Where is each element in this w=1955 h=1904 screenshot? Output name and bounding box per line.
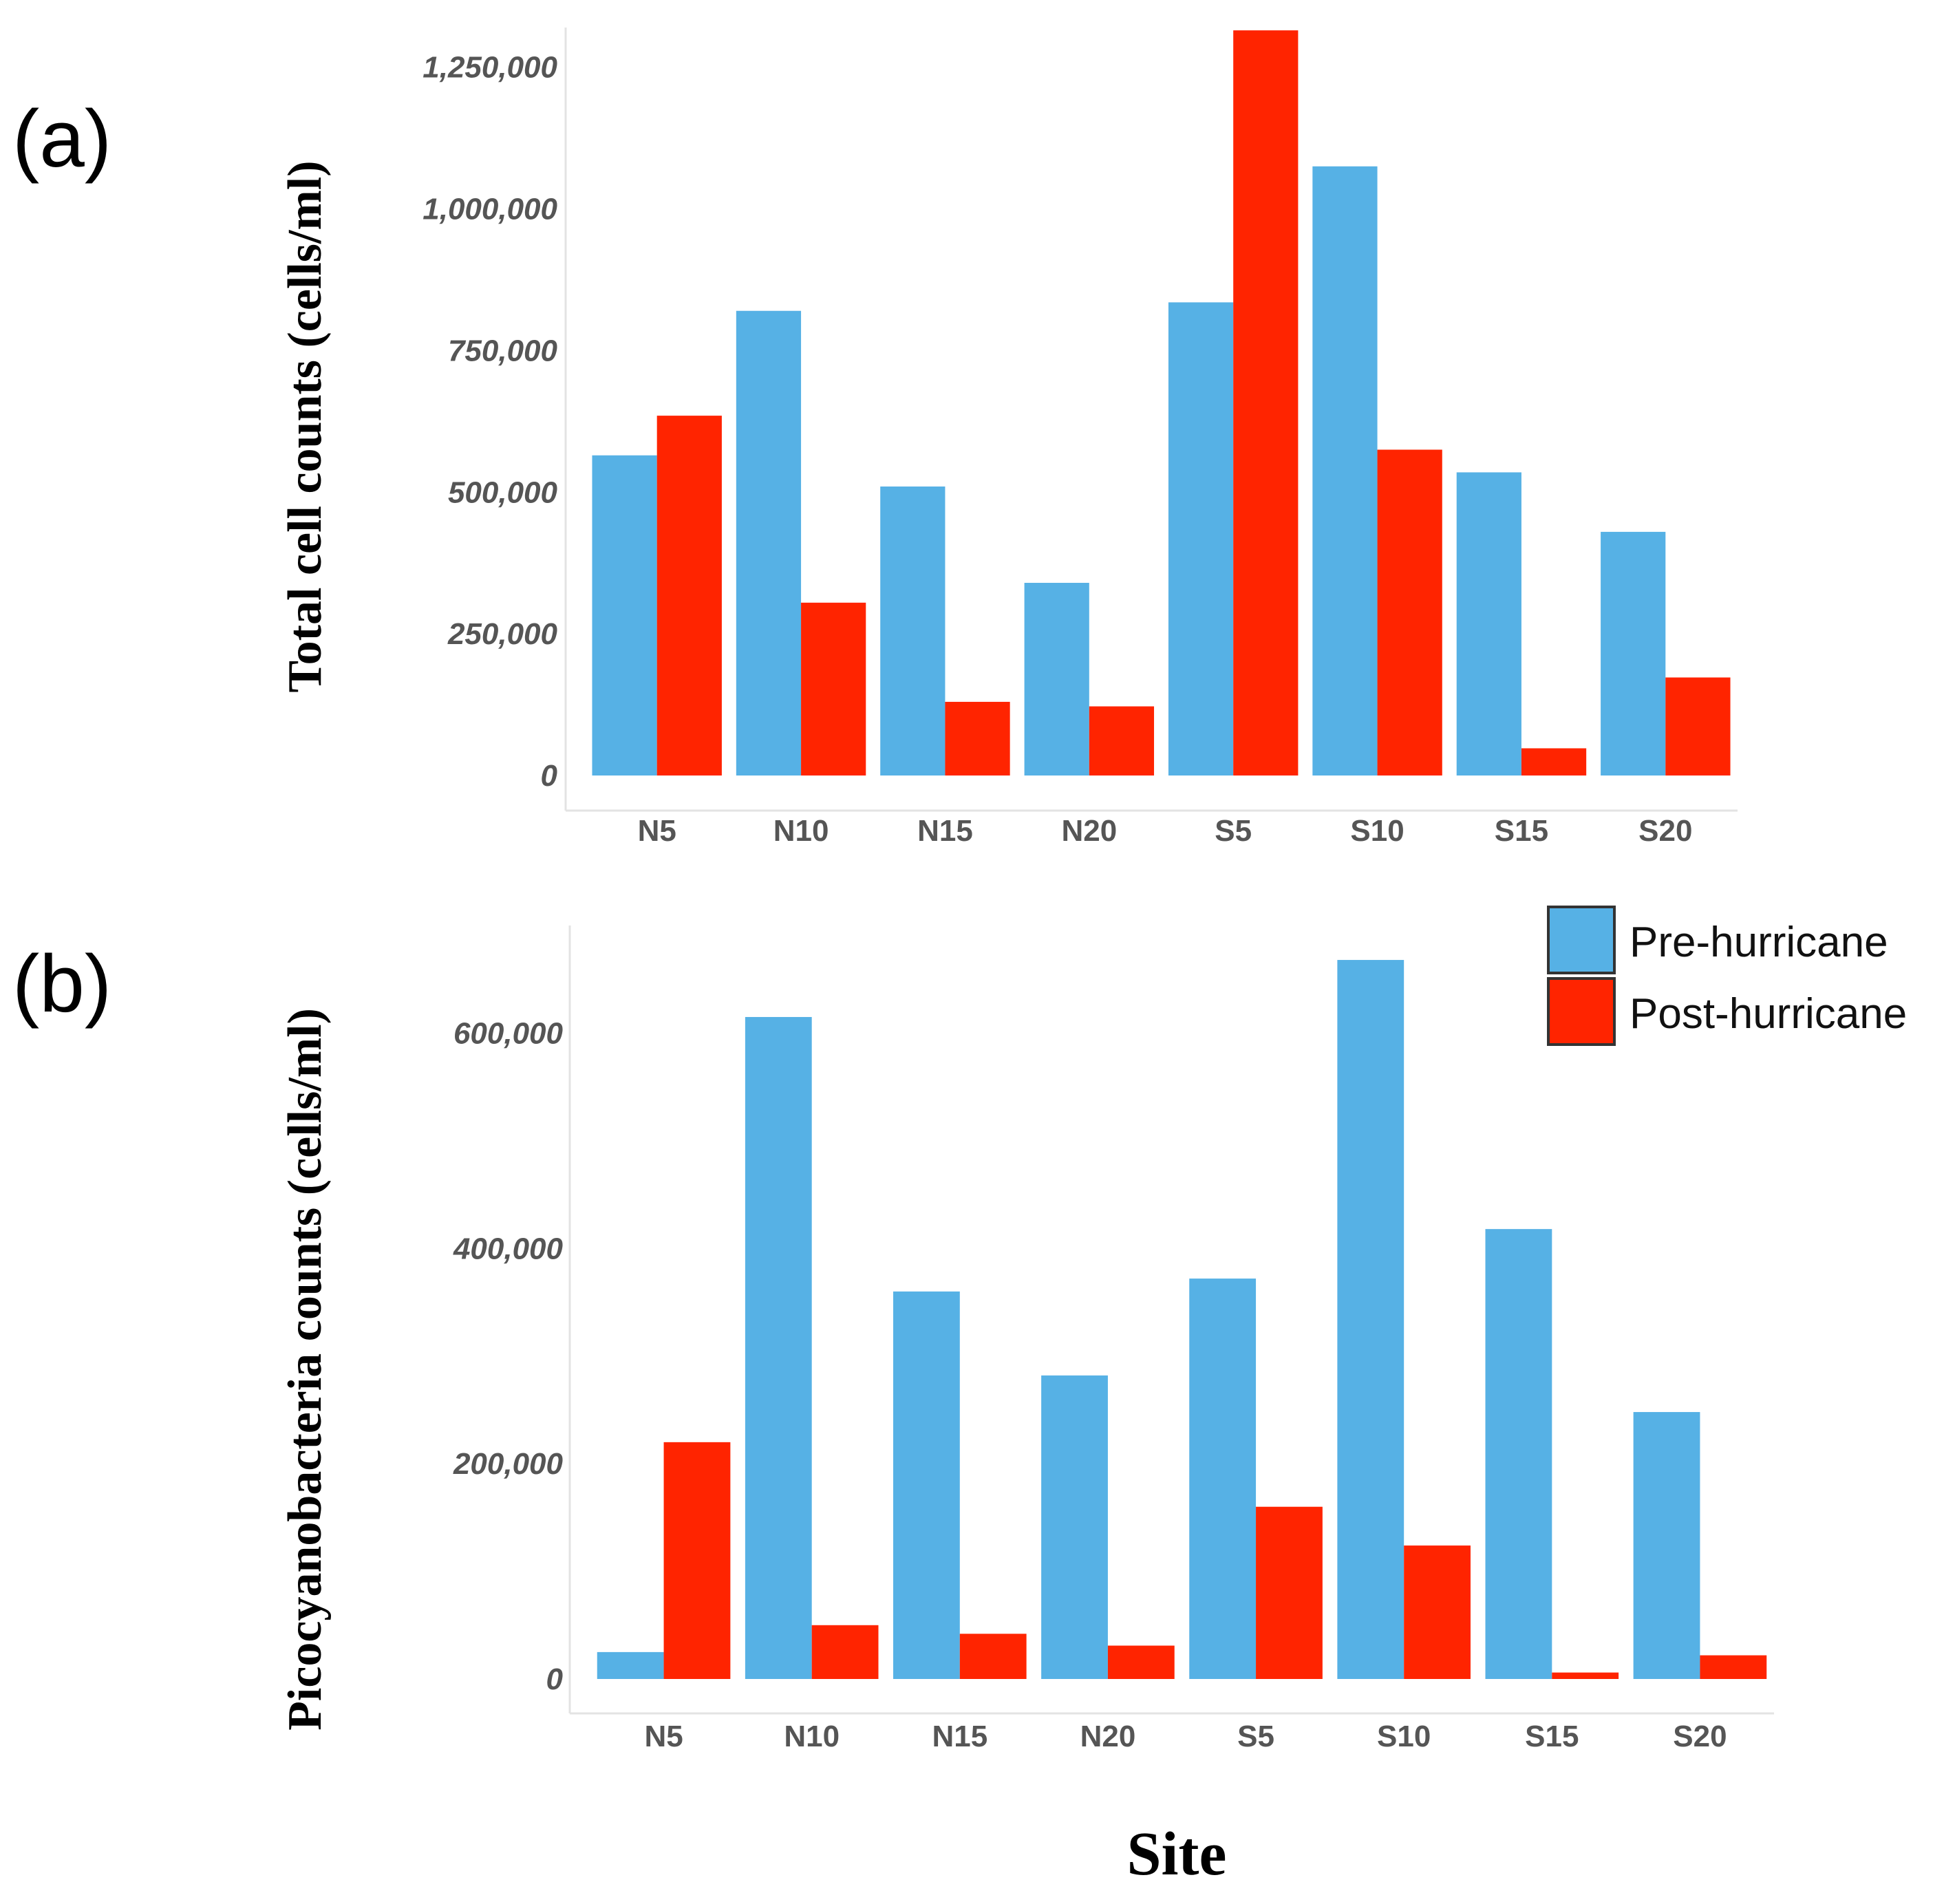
legend: Pre-hurricane Post-hurricane (1547, 906, 1907, 1046)
y-tick-label: 600,000 (453, 1016, 564, 1050)
bar-pre-hurricane (1456, 472, 1521, 775)
bar-pre-hurricane (1189, 1279, 1257, 1679)
x-tick-label: S20 (1673, 1720, 1727, 1753)
panel-a-label: (a) (12, 94, 111, 184)
y-tick-label: 400,000 (453, 1232, 564, 1265)
legend-swatch-pre (1547, 906, 1616, 974)
x-tick-label: S20 (1638, 814, 1692, 848)
bar-post-hurricane (663, 1442, 731, 1679)
y-tick-label: 0 (541, 759, 558, 793)
panel-b-xtick-labels: N5 N10 N15 N20 S5 S10 S15 S20 (644, 1720, 1727, 1753)
y-tick-label: 250,000 (447, 617, 558, 651)
bar-pre-hurricane (1633, 1412, 1700, 1679)
x-tick-label: N5 (644, 1720, 683, 1753)
bar-pre-hurricane (1312, 166, 1378, 775)
bar-post-hurricane (1377, 449, 1442, 775)
bar-pre-hurricane (597, 1651, 664, 1679)
panel-b: (b) 0 200,000 400,000 600,000 N5 N10 N15 N20 S5… (12, 926, 1774, 1753)
legend-label-post: Post-hurricane (1630, 990, 1907, 1038)
bar-pre-hurricane (1024, 583, 1089, 775)
x-tick-label: S5 (1237, 1720, 1274, 1753)
y-tick-label: 200,000 (453, 1447, 564, 1481)
x-tick-label: S15 (1495, 814, 1548, 848)
bar-post-hurricane (1404, 1545, 1471, 1679)
y-tick-label: 750,000 (448, 334, 558, 367)
bar-post-hurricane (1521, 748, 1587, 775)
bar-pre-hurricane (1168, 302, 1234, 775)
x-tick-label: N10 (773, 814, 829, 848)
bar-post-hurricane (1665, 677, 1731, 775)
bar-post-hurricane (1233, 30, 1299, 775)
panel-b-ytick-labels: 0 200,000 400,000 600,000 (453, 1016, 564, 1696)
x-tick-label: S10 (1377, 1720, 1431, 1753)
panel-a-bars (592, 30, 1731, 775)
x-tick-label: N10 (784, 1720, 840, 1753)
panel-b-y-axis-title: Picocyanobacteria counts (cells/ml) (279, 1008, 332, 1731)
panel-a: (a) 0 250,000 500,000 750,000 1,000,000 1,250… (12, 28, 1738, 848)
bar-post-hurricane (1552, 1672, 1619, 1679)
bar-pre-hurricane (893, 1291, 960, 1679)
bar-post-hurricane (1107, 1645, 1175, 1679)
x-axis-title: Site (1127, 1820, 1227, 1888)
y-tick-label: 1,000,000 (423, 193, 557, 226)
legend-swatch-post (1547, 977, 1616, 1046)
panel-a-xtick-labels: N5 N10 N15 N20 S5 S10 S15 S20 (638, 814, 1693, 848)
bar-pre-hurricane (745, 1016, 812, 1679)
bar-post-hurricane (1089, 706, 1155, 775)
bar-pre-hurricane (736, 310, 802, 775)
x-tick-label: N5 (638, 814, 676, 848)
x-tick-label: S5 (1215, 814, 1252, 848)
y-tick-label: 0 (546, 1662, 564, 1696)
x-tick-label: N15 (917, 814, 973, 848)
x-tick-label: N20 (1080, 1720, 1136, 1753)
y-tick-label: 500,000 (448, 475, 558, 509)
y-tick-label: 1,250,000 (423, 51, 557, 85)
x-tick-label: S15 (1525, 1720, 1579, 1753)
x-tick-label: N20 (1061, 814, 1117, 848)
bar-post-hurricane (656, 416, 722, 775)
bar-pre-hurricane (1337, 960, 1404, 1679)
bar-post-hurricane (1700, 1655, 1767, 1679)
x-tick-label: N15 (932, 1720, 987, 1753)
bar-pre-hurricane (1601, 531, 1666, 775)
bar-pre-hurricane (592, 455, 657, 775)
legend-label-pre: Pre-hurricane (1630, 919, 1888, 966)
bar-pre-hurricane (880, 486, 946, 775)
panel-b-label: (b) (12, 939, 111, 1029)
panel-a-y-axis-title: Total cell counts (cells/ml) (279, 160, 332, 692)
bar-post-hurricane (801, 602, 866, 775)
x-tick-label: S10 (1350, 814, 1404, 848)
bar-post-hurricane (811, 1625, 879, 1679)
bar-post-hurricane (959, 1634, 1027, 1679)
bar-pre-hurricane (1485, 1229, 1552, 1679)
panel-a-ytick-labels: 0 250,000 500,000 750,000 1,000,000 1,250,000 (423, 51, 557, 793)
bar-post-hurricane (1256, 1506, 1323, 1679)
panel-b-bars (597, 960, 1767, 1679)
bar-post-hurricane (945, 701, 1010, 775)
bar-pre-hurricane (1041, 1375, 1108, 1679)
